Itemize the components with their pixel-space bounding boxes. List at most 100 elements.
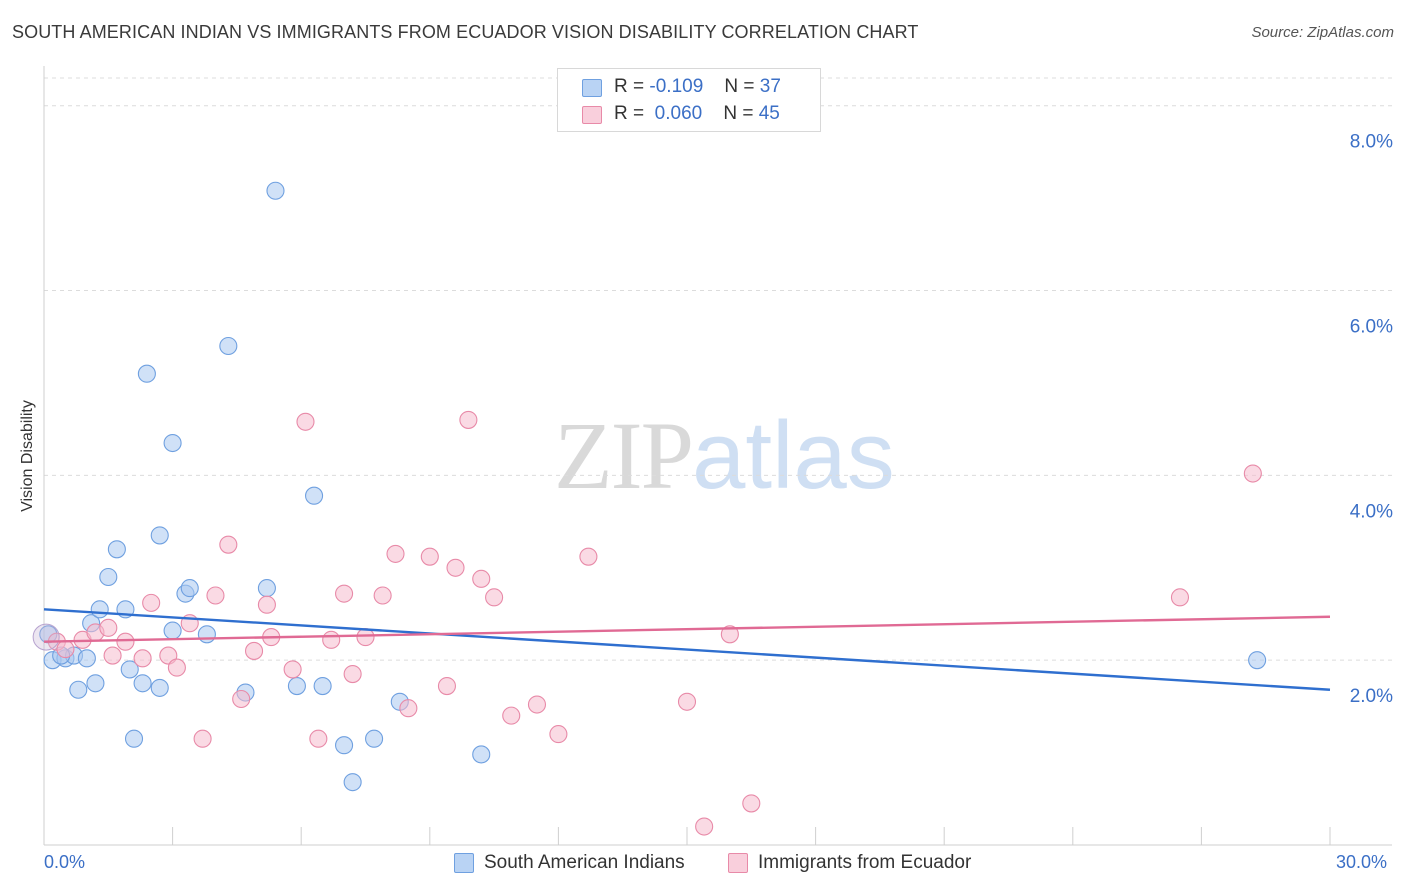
point-immigrants-from-ecuador <box>356 628 375 647</box>
point-immigrants-from-ecuador <box>257 595 276 614</box>
point-immigrants-from-ecuador <box>322 630 341 649</box>
data-points <box>32 181 1267 836</box>
point-immigrants-from-ecuador <box>283 660 302 679</box>
point-immigrants-from-ecuador <box>56 640 75 659</box>
point-immigrants-from-ecuador <box>502 706 521 725</box>
point-south-american-indians <box>335 736 354 755</box>
y-tick-label: 4.0% <box>1350 501 1393 522</box>
legend-swatch-blue <box>582 79 602 97</box>
trend-line-immigrants-from-ecuador <box>43 615 1331 643</box>
point-south-american-indians <box>365 729 384 748</box>
legend-swatch-pink <box>582 106 602 124</box>
point-immigrants-from-ecuador <box>437 677 456 696</box>
y-tick-label: 6.0% <box>1350 317 1393 338</box>
trend-line-south-american-indians <box>43 608 1331 691</box>
point-south-american-indians <box>472 745 491 764</box>
point-south-american-indians <box>150 526 169 545</box>
point-south-american-indians <box>197 625 216 644</box>
point-immigrants-from-ecuador <box>1170 588 1190 607</box>
watermark-atlas: atlas <box>692 402 895 509</box>
point-immigrants-from-ecuador <box>472 569 491 588</box>
point-immigrants-from-ecuador <box>695 817 714 836</box>
point-immigrants-from-ecuador <box>167 658 186 677</box>
legend-r-value: 0.060 <box>654 103 703 124</box>
point-immigrants-from-ecuador <box>720 625 739 644</box>
point-immigrants-from-ecuador <box>446 558 465 577</box>
point-immigrants-from-ecuador <box>103 646 122 665</box>
trend-lines <box>43 608 1331 691</box>
point-south-american-indians <box>77 649 96 668</box>
point-immigrants-from-ecuador <box>485 588 504 607</box>
x-tick-label-min: 0.0% <box>44 852 86 872</box>
bottom-legend-swatch-pink <box>728 853 748 873</box>
point-south-american-indians <box>287 677 306 696</box>
axes <box>43 66 1392 846</box>
point-immigrants-from-ecuador <box>206 586 225 605</box>
legend-r-label: R = <box>614 76 645 97</box>
y-tick-labels: 2.0% 4.0% 6.0% 8.0% <box>1350 132 1393 707</box>
point-south-american-indians <box>313 677 332 696</box>
point-immigrants-from-ecuador <box>459 410 478 429</box>
point-south-american-indians <box>99 567 118 587</box>
point-south-american-indians <box>133 674 152 693</box>
x-tick-label-max: 30.0% <box>1336 852 1388 872</box>
point-immigrants-from-ecuador <box>579 547 598 566</box>
point-south-american-indians <box>124 729 144 748</box>
point-immigrants-from-ecuador <box>1243 464 1262 483</box>
point-immigrants-from-ecuador <box>399 699 418 718</box>
point-immigrants-from-ecuador <box>549 725 568 744</box>
point-south-american-indians <box>150 678 169 697</box>
point-south-american-indians <box>163 621 182 640</box>
point-south-american-indians <box>120 660 139 679</box>
point-immigrants-from-ecuador <box>142 593 161 612</box>
point-immigrants-from-ecuador <box>193 729 212 748</box>
point-immigrants-from-ecuador <box>373 586 392 605</box>
point-south-american-indians <box>219 336 238 356</box>
point-south-american-indians <box>86 674 105 693</box>
point-immigrants-from-ecuador <box>133 649 152 668</box>
point-south-american-indians <box>69 680 88 699</box>
bottom-legend-label: South American Indians <box>484 852 685 873</box>
point-immigrants-from-ecuador <box>296 412 315 431</box>
legend-n-value: 37 <box>759 76 781 97</box>
legend-r-value: -0.109 <box>649 76 704 97</box>
legend-n-label: N = <box>724 76 755 97</box>
point-south-american-indians <box>1248 651 1267 670</box>
legend-n-label: N = <box>723 103 754 124</box>
point-south-american-indians <box>107 540 126 559</box>
point-immigrants-from-ecuador <box>219 535 238 554</box>
point-immigrants-from-ecuador <box>677 692 697 711</box>
y-tick-label: 8.0% <box>1350 132 1393 153</box>
legend-n-value: 45 <box>758 103 780 124</box>
point-immigrants-from-ecuador <box>386 544 405 563</box>
point-south-american-indians <box>90 600 109 619</box>
point-immigrants-from-ecuador <box>244 641 264 660</box>
grid-lines <box>44 77 1392 661</box>
point-south-american-indians <box>266 181 285 200</box>
point-south-american-indians <box>257 579 276 598</box>
point-immigrants-from-ecuador <box>232 689 251 709</box>
point-immigrants-from-ecuador <box>742 794 761 813</box>
point-immigrants-from-ecuador <box>99 618 118 637</box>
point-south-american-indians <box>343 773 362 792</box>
source-attribution: Source: ZipAtlas.com <box>1251 24 1394 41</box>
watermark-zip: ZIP <box>554 402 694 509</box>
legend-r-label: R = <box>614 103 645 124</box>
point-immigrants-from-ecuador <box>309 729 328 748</box>
point-immigrants-from-ecuador <box>343 664 362 684</box>
y-tick-label: 2.0% <box>1350 686 1393 707</box>
bottom-legend-label: Immigrants from Ecuador <box>758 852 972 873</box>
point-south-american-indians <box>180 579 199 598</box>
point-immigrants-from-ecuador <box>527 695 547 714</box>
point-south-american-indians <box>305 486 324 505</box>
point-cluster-overlap <box>32 623 60 651</box>
point-immigrants-from-ecuador <box>420 547 439 566</box>
point-south-american-indians <box>137 364 156 383</box>
correlation-legend: R = -0.109 N = 37 R = 0.060 N = 45 <box>557 68 821 132</box>
watermark-logo: ZIPatlas <box>554 400 895 511</box>
point-immigrants-from-ecuador <box>116 632 135 651</box>
chart-title: SOUTH AMERICAN INDIAN VS IMMIGRANTS FROM… <box>12 22 919 42</box>
bottom-legend-swatch-blue <box>454 853 474 873</box>
point-immigrants-from-ecuador <box>335 584 354 603</box>
